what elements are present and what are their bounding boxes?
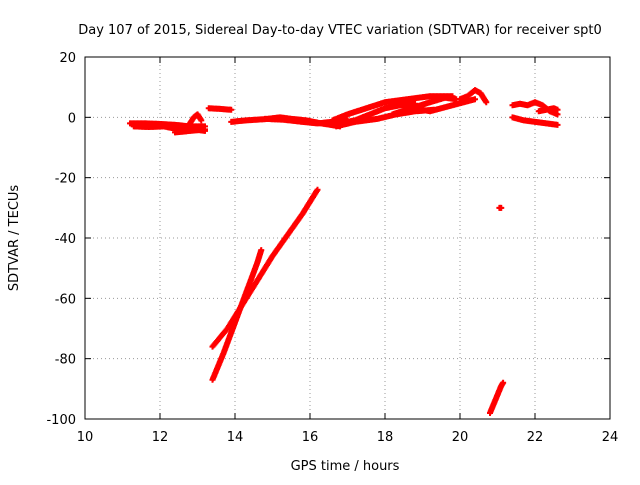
x-axis-label: GPS time / hours — [291, 459, 400, 474]
series-descend-13-15 — [209, 247, 265, 383]
y-tick-label: -80 — [55, 353, 76, 368]
y-axis-label: SDTVAR / TECUs — [7, 185, 22, 292]
series-short-13.5 — [205, 105, 235, 113]
series-lower-21-22 — [509, 114, 561, 128]
x-tick-label: 18 — [377, 430, 394, 445]
x-tick-label: 12 — [152, 430, 169, 445]
data-point — [314, 186, 321, 193]
y-tick-label: 0 — [68, 111, 76, 126]
y-axis: -100 -80 -60 -40 -20 0 20 — [46, 51, 610, 428]
x-tick-label: 10 — [77, 430, 94, 445]
x-tick-label: 24 — [602, 430, 619, 445]
data-point — [500, 379, 507, 386]
y-tick-label: -60 — [55, 292, 76, 307]
series-dip-19-20 — [412, 96, 478, 115]
series-hump-20.4 — [457, 87, 490, 106]
x-axis: 10 12 14 16 18 20 22 24 — [77, 57, 619, 445]
y-tick-label: -40 — [55, 232, 76, 247]
data-point — [483, 99, 490, 106]
data-point — [198, 117, 205, 124]
data-point — [258, 247, 265, 254]
data-series — [127, 87, 561, 416]
series-swing-19-20 — [389, 94, 460, 118]
data-point — [202, 126, 208, 133]
data-point — [472, 96, 478, 103]
series-tail-21 — [487, 379, 507, 416]
data-point — [228, 106, 235, 113]
y-tick-label: 20 — [59, 51, 76, 66]
series-rise-16-19 — [329, 93, 456, 124]
data-point — [554, 106, 561, 113]
data-point — [498, 204, 505, 211]
x-tick-label: 14 — [227, 430, 244, 445]
series-point-21.1 — [496, 204, 505, 211]
y-tick-label: -20 — [55, 172, 76, 187]
chart-title: Day 107 of 2015, Sidereal Day-to-day VTE… — [78, 23, 602, 38]
series-close-22.5 — [535, 105, 561, 115]
series-bump-12.9 — [187, 111, 205, 127]
x-tick-label: 20 — [452, 430, 469, 445]
y-tick-label: -100 — [46, 413, 76, 428]
x-tick-label: 16 — [302, 430, 319, 445]
series-main-band-c — [172, 126, 208, 136]
x-tick-label: 22 — [527, 430, 544, 445]
data-point — [554, 121, 561, 128]
